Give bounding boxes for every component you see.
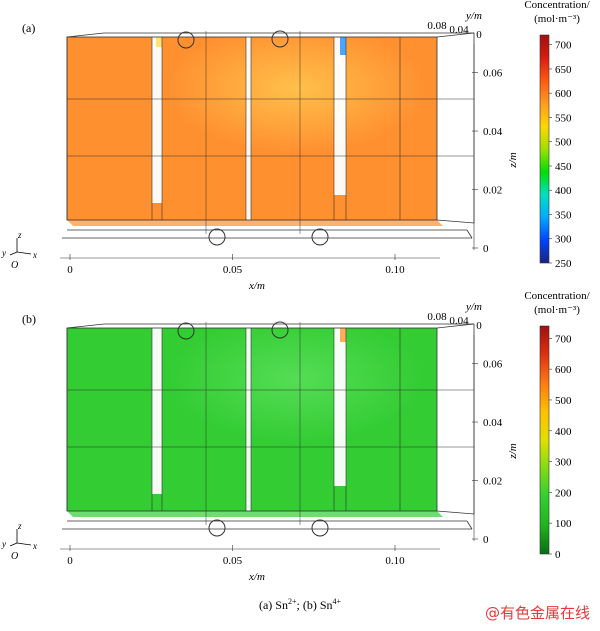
port-circle-2 [208,228,226,246]
field-floor [67,220,443,226]
panel-label: (a) [22,21,35,35]
colorbar-title: Concentration/ [524,290,590,302]
port-circle-3 [311,519,329,537]
triad-z-label: z [17,521,22,531]
triad-origin-label: O [11,551,18,562]
colorbar-tick-label: 600 [555,364,572,376]
figure-caption: (a) Sn2+; (b) Sn4+ [0,597,600,613]
z-tick-label: 0.06 [483,68,503,80]
z-axis-label: z/m [507,152,519,168]
colorbar-tick-label: 500 [555,395,572,407]
colorbar-tick-label: 450 [555,161,572,173]
z-tick-label: 0 [483,243,489,255]
triad-y-label: y [1,248,6,258]
floor-line-3 [466,229,473,239]
port-circle-1 [271,30,289,48]
divider-gap [246,328,251,511]
port-circle-2 [208,519,226,537]
mid-conc-spot [156,37,162,47]
y-tick-label: 0.04 [449,315,469,327]
y-axis-label: y/m [465,301,482,313]
panel-label: (b) [22,312,36,326]
x-tick-label: 0.10 [385,555,405,567]
triad-x-label: x [32,541,37,551]
colorbar-tick-label: 550 [555,112,572,124]
concentration-field [67,37,437,220]
colorbar-tick-label: 200 [555,487,572,499]
z-tick-label: 0.02 [483,185,502,197]
y-tick-label: 0.04 [449,24,469,36]
y-tick-label: 0.08 [427,311,447,323]
colorbar-tick-label: 400 [555,426,572,438]
y-tick-label: 0.08 [427,20,447,32]
triad-x-line [16,542,32,546]
colorbar [539,34,550,264]
colorbar-tick-label: 700 [555,40,572,52]
caption-mid: ; (b) Sn [296,598,333,612]
triad-y-label: y [1,539,6,549]
baffle-gap-left [152,328,162,494]
triad-origin-label: O [11,260,18,271]
panel-b: (b)0 0.05 0.10x/m0.08 0.04 0y/m00.020.040.06… [1,290,591,583]
colorbar-tick-label: 350 [555,209,572,221]
colorbar-title: Concentration/ [524,0,590,11]
colorbar-tick-label: 400 [555,185,572,197]
colorbar-tick-label: 100 [555,518,572,530]
y-tick-label: 0 [476,320,482,332]
edge-top-right [436,32,475,38]
colorbar-tick-label: 500 [555,137,572,149]
edge-top-right [436,323,475,329]
colorbar-unit: (mol·m⁻³) [534,304,580,316]
z-tick-label: 0.04 [483,126,503,138]
colorbar [539,325,550,555]
x-tick-label: 0.05 [223,264,243,276]
colorbar-tick-label: 300 [555,234,572,246]
colorbar-unit: (mol·m⁻³) [534,13,580,25]
x-axis-label: x/m [248,280,265,292]
triad-x-label: x [32,250,37,260]
colorbar-tick-label: 300 [555,457,572,469]
x-tick-label: 0.05 [223,555,243,567]
z-tick-label: 0.02 [483,476,502,488]
z-axis-label: z/m [507,443,519,459]
z-tick-label: 0.06 [483,359,503,371]
x-tick-label: 0 [67,264,73,276]
baffle-gap-left [152,37,162,203]
port-circle-0 [177,322,195,340]
port-circle-3 [311,228,329,246]
low-conc-spot [340,37,346,55]
colorbar-tick-label: 600 [555,88,572,100]
x-tick-label: 0.10 [385,264,405,276]
baffle-gap-right [334,37,346,195]
colorbar-tick-label: 250 [555,258,572,270]
triad-z-label: z [17,230,22,240]
caption-sup-a: 2+ [287,597,297,606]
x-tick-label: 0 [67,555,73,567]
z-tick-label: 0.04 [483,417,503,429]
baffle-gap-right [334,328,346,486]
colorbar-tick-label: 650 [555,64,572,76]
caption-sup-b: 4+ [332,597,342,606]
port-circle-0 [177,31,195,49]
triad-y-line [9,542,18,547]
watermark: @有色金属在线 [484,604,590,622]
y-axis-label: y/m [465,10,482,22]
triad-x-line [16,251,32,255]
high-conc-spot [340,328,346,342]
x-axis-label: x/m [248,571,265,583]
concentration-field [67,328,437,511]
caption-a: (a) Sn [258,598,288,612]
y-tick-label: 0 [476,29,482,41]
z-tick-label: 0 [483,534,489,546]
panel-a: (a)0 0.05 0.10x/m0.08 0.04 0y/m00.020.040.06… [1,0,591,292]
colorbar-tick-label: 0 [555,549,561,561]
port-circle-1 [271,321,289,339]
colorbar-tick-label: 700 [555,333,572,345]
triad-y-line [9,251,18,256]
floor-line-3 [466,520,473,530]
divider-gap [246,37,251,220]
field-floor [67,511,443,517]
